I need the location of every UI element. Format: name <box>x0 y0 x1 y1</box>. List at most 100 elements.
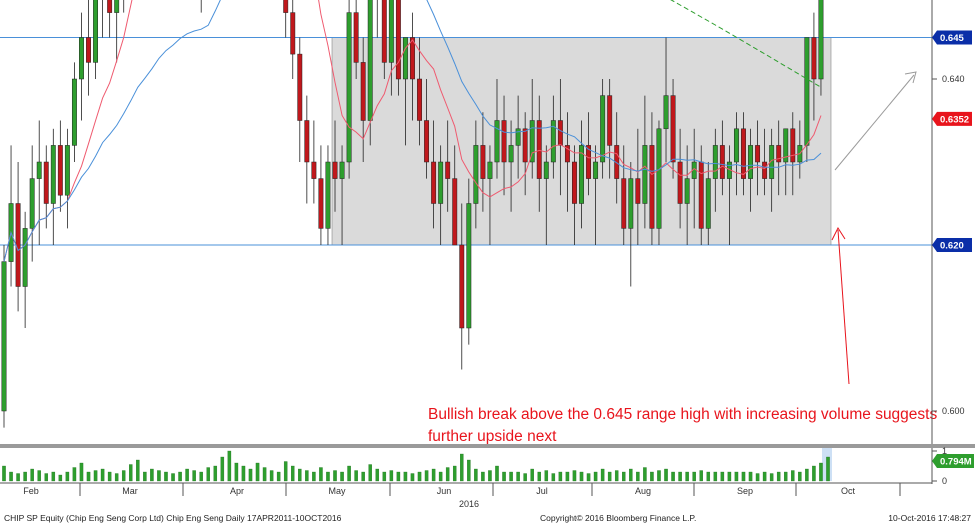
volume-bar <box>586 473 591 482</box>
volume-bar <box>671 471 675 482</box>
candle-body <box>325 161 331 229</box>
candle-body <box>536 120 542 179</box>
volume-bar <box>558 471 563 482</box>
volume-bar <box>629 468 633 482</box>
volume-bar <box>452 465 457 482</box>
candle-body <box>776 145 782 163</box>
volume-bar <box>16 473 20 482</box>
candle-body <box>29 178 35 229</box>
annotation-line-2: further upside next <box>428 428 557 445</box>
candle <box>572 145 577 245</box>
candle <box>318 145 324 245</box>
candle-body <box>417 78 422 121</box>
volume-bar <box>227 450 232 482</box>
candle-body <box>438 161 444 204</box>
candle <box>445 120 451 212</box>
candles-layer <box>1 0 824 428</box>
candle-body <box>579 145 584 204</box>
volume-bar <box>79 462 84 482</box>
x-tick-label-0: Feb <box>23 486 39 496</box>
volume-tag <box>932 454 974 468</box>
footer-copyright: Copyright© 2016 Bloomberg Finance L.P. <box>540 513 696 523</box>
candle <box>431 120 437 229</box>
candle-body <box>783 128 789 163</box>
volume-bar <box>720 471 725 482</box>
candle-body <box>86 37 91 63</box>
year-label: 2016 <box>459 499 479 509</box>
volume-bar <box>819 462 823 482</box>
volume-bar <box>30 468 34 482</box>
volume-bar <box>206 467 210 482</box>
candle <box>22 211 28 328</box>
volume-bar <box>185 468 189 482</box>
candle <box>550 95 556 179</box>
volume-bar <box>368 464 372 482</box>
candle-body <box>804 37 810 146</box>
volume-bar <box>460 453 464 482</box>
candle-body <box>550 120 556 163</box>
candle <box>402 37 408 146</box>
volume-bar <box>685 471 689 482</box>
price-tag-label-3: 0.6352 <box>940 114 969 125</box>
candle <box>642 95 648 229</box>
volume-bar <box>100 468 105 482</box>
volume-bar <box>509 471 513 482</box>
candle-body <box>304 120 310 163</box>
candle <box>332 120 338 212</box>
candle-body <box>114 0 120 13</box>
candle-body <box>719 145 725 179</box>
volume-bar <box>643 467 647 482</box>
candle <box>57 120 63 212</box>
candle <box>529 79 535 179</box>
volume-bar <box>86 471 91 482</box>
volume-bar <box>438 471 443 482</box>
candle-body <box>1 261 7 412</box>
candle-body <box>515 128 521 146</box>
candle-body <box>811 37 817 80</box>
candle <box>543 145 549 245</box>
volume-bar <box>579 471 584 482</box>
candle-body <box>733 128 739 163</box>
candle-body <box>367 0 373 121</box>
volume-bar <box>382 471 387 482</box>
candle <box>381 0 387 79</box>
candle-body <box>318 178 324 229</box>
candle-body <box>402 37 408 80</box>
candle-body <box>748 145 753 179</box>
candle <box>811 12 817 121</box>
pointer-arrow-line <box>837 229 850 385</box>
volume-bar <box>783 471 788 482</box>
candle <box>43 145 49 229</box>
candle-body <box>600 95 606 163</box>
volume-bar <box>692 471 696 482</box>
candle <box>93 0 99 79</box>
candle <box>579 120 584 229</box>
candle-body <box>360 62 366 121</box>
volume-bar <box>192 470 196 482</box>
candle <box>783 128 789 196</box>
volume-bar <box>826 456 830 482</box>
volume-tick-label-1: 0 <box>942 476 947 486</box>
candle <box>304 95 310 204</box>
candle <box>684 145 690 245</box>
candle-body <box>311 161 317 179</box>
candle <box>712 128 718 212</box>
x-tick-label-7: Sep <box>737 486 753 496</box>
candle-body <box>22 228 28 287</box>
volume-bar <box>72 467 77 482</box>
volume-bar <box>657 470 661 482</box>
volume-bar <box>248 468 253 482</box>
annotation-line-1: Bullish break above the 0.645 range high… <box>428 406 937 423</box>
price-tag-2 <box>932 30 972 45</box>
candle <box>339 145 345 245</box>
candle-body <box>529 120 535 163</box>
volume-bar <box>298 468 302 482</box>
volume-bar <box>65 471 70 482</box>
candle-body <box>677 161 683 204</box>
candle <box>755 120 761 196</box>
volume-bar <box>502 471 506 482</box>
candle <box>473 120 479 229</box>
candle-body <box>452 178 458 246</box>
volume-bar <box>291 465 295 482</box>
